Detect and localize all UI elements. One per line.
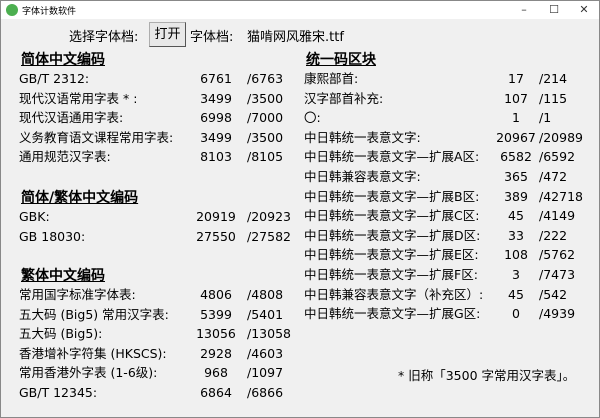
- row-total: /472: [539, 169, 568, 184]
- row-total: /5762: [539, 247, 576, 263]
- row-total: /6592: [539, 149, 576, 165]
- row-label: 中日韩兼容表意文字:: [304, 169, 421, 184]
- row-total: /20989: [539, 129, 583, 145]
- minimize-button[interactable]: –: [521, 3, 527, 16]
- row-total: /3500: [247, 90, 284, 106]
- row-total: /4603: [247, 345, 284, 361]
- row-count: 4806: [200, 287, 232, 302]
- app-icon: [6, 4, 18, 16]
- row-count: 6582: [500, 149, 532, 165]
- row-label: 中日韩统一表意文字:: [304, 129, 421, 145]
- row-label: 中日韩统一表意文字—扩展D区:: [304, 227, 481, 243]
- row-label: GB/T 12345:: [19, 385, 98, 400]
- row-label: 义务教育语文课程常用字表:: [19, 129, 174, 145]
- row-count: 33: [508, 227, 524, 243]
- row-count: 1: [512, 110, 520, 126]
- row-total: /542: [539, 286, 568, 302]
- row-total: /13058: [247, 326, 291, 342]
- row-label: 中日韩统一表意文字—扩展F区:: [304, 267, 478, 282]
- row-count: 3499: [200, 90, 232, 106]
- row-count: 3499: [200, 129, 232, 145]
- row-count: 45: [508, 286, 524, 302]
- row-total: /4149: [539, 208, 576, 224]
- row-label: 中日韩统一表意文字—扩展C区:: [304, 208, 480, 224]
- row-label: 香港增补字符集 (HKSCS):: [19, 345, 167, 361]
- row-label: 〇:: [304, 110, 321, 126]
- row-count: 13056: [196, 326, 236, 342]
- row-total: /3500: [247, 129, 284, 145]
- section-heading: 简体中文编码: [21, 52, 105, 68]
- footnote: * 旧称「3500 字常用汉字表」。: [398, 368, 576, 383]
- row-total: /27582: [247, 228, 291, 244]
- row-label: 中日韩统一表意文字—扩展B区:: [304, 188, 480, 204]
- row-total: /7000: [247, 110, 284, 126]
- maximize-button[interactable]: ☐: [549, 3, 559, 16]
- row-count: 107: [504, 90, 528, 106]
- row-count: 389: [504, 188, 528, 204]
- section-heading: 统一码区块: [306, 52, 376, 68]
- row-label: 中日韩统一表意文字—扩展E区:: [304, 247, 479, 263]
- close-button[interactable]: ✕: [579, 3, 589, 16]
- row-label: 五大码 (Big5):: [19, 326, 103, 342]
- row-count: 8103: [200, 149, 232, 165]
- open-button[interactable]: 打开: [149, 22, 186, 47]
- row-label: 通用规范汉字表:: [19, 149, 111, 165]
- row-total: /1097: [247, 365, 284, 381]
- row-label: 常用香港外字表 (1-6级):: [19, 365, 158, 381]
- row-total: /115: [539, 90, 568, 106]
- row-total: /4808: [247, 287, 284, 302]
- row-label: 汉字部首补充:: [304, 90, 384, 106]
- font-file-label: 字体档:: [190, 30, 234, 45]
- row-total: /20923: [247, 209, 291, 224]
- row-total: /8105: [247, 149, 284, 165]
- row-label: 中日韩兼容表意文字（补充区）:: [304, 286, 484, 302]
- row-label: 中日韩统一表意文字—扩展A区:: [304, 149, 480, 165]
- row-count: 6761: [200, 71, 232, 86]
- row-count: 17: [508, 71, 524, 86]
- row-count: 20967: [496, 129, 536, 145]
- row-total: /5401: [247, 306, 284, 322]
- row-label: 常用国字标准字体表:: [19, 287, 136, 302]
- row-total: /4939: [539, 306, 576, 322]
- row-label: GB 18030:: [19, 228, 86, 244]
- row-count: 20919: [196, 209, 236, 224]
- row-count: 968: [204, 365, 228, 381]
- row-total: /6866: [247, 385, 284, 400]
- row-count: 2928: [200, 345, 232, 361]
- row-label: 中日韩统一表意文字—扩展G区:: [304, 306, 481, 322]
- select-font-label: 选择字体档:: [69, 30, 139, 45]
- row-total: /222: [539, 227, 568, 243]
- row-label: 现代汉语通用字表:: [19, 110, 124, 126]
- row-count: 27550: [196, 228, 236, 244]
- row-total: /7473: [539, 267, 576, 282]
- row-count: 108: [504, 247, 528, 263]
- row-total: /1: [539, 110, 552, 126]
- font-file-name: 猫啃网风雅宋.ttf: [247, 30, 344, 45]
- row-count: 6998: [200, 110, 232, 126]
- row-label: GBK:: [19, 209, 50, 224]
- section-heading: 繁体中文编码: [21, 268, 105, 284]
- row-count: 0: [512, 306, 520, 322]
- row-label: 现代汉语常用字表 * :: [19, 90, 138, 106]
- row-count: 3: [512, 267, 520, 282]
- row-label: GB/T 2312:: [19, 71, 90, 86]
- title-bar: 字体计数软件 – ☐ ✕: [1, 1, 599, 19]
- row-count: 6864: [200, 385, 232, 400]
- section-heading: 简体/繁体中文编码: [21, 190, 139, 206]
- row-count: 365: [504, 169, 528, 184]
- row-total: /214: [539, 71, 568, 86]
- row-total: /42718: [539, 188, 583, 204]
- row-total: /6763: [247, 71, 284, 86]
- row-label: 五大码 (Big5) 常用汉字表:: [19, 306, 169, 322]
- row-count: 45: [508, 208, 524, 224]
- window-title: 字体计数软件: [22, 7, 77, 17]
- row-count: 5399: [200, 306, 232, 322]
- row-label: 康熙部首:: [304, 71, 359, 86]
